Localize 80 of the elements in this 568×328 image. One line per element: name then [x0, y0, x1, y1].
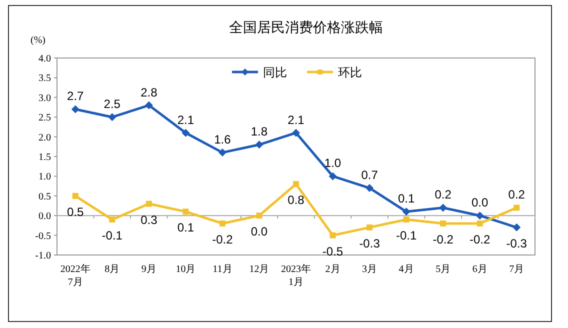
y-axis-title: (%)	[30, 35, 46, 46]
point	[182, 208, 189, 215]
chart-title: 全国居民消费价格涨跌幅	[229, 19, 383, 35]
y-tick-label: 0.5	[38, 191, 51, 202]
point	[476, 220, 483, 226]
y-tick-label: 4.0	[38, 54, 51, 64]
y-tick-label: 1.0	[38, 172, 51, 183]
data-label: 0.1	[177, 220, 194, 235]
x-tick-label: 11月	[212, 264, 232, 275]
point	[292, 128, 300, 137]
y-tick-label: 3.5	[38, 73, 51, 84]
data-label: -0.2	[470, 232, 491, 246]
data-label: 1.8	[250, 124, 268, 139]
y-tick-label: 2.5	[38, 112, 51, 124]
x-tick-label: 9月	[141, 264, 156, 275]
x-tick-label: 2月	[325, 264, 340, 275]
point	[403, 216, 410, 223]
x-tick-label: 4月	[398, 264, 414, 275]
data-label: -0.1	[102, 228, 123, 243]
data-label: 0.1	[398, 192, 415, 206]
point	[440, 220, 446, 226]
x-tick-label: 12月	[249, 264, 270, 275]
data-label: -0.1	[396, 228, 417, 243]
point	[512, 223, 521, 232]
point	[71, 105, 80, 114]
data-label: -0.5	[322, 244, 344, 258]
point	[218, 148, 226, 157]
y-tick-label: 3.0	[38, 92, 51, 104]
data-label: -0.3	[506, 236, 528, 250]
point	[514, 204, 520, 211]
point	[366, 184, 374, 192]
point	[328, 172, 337, 180]
y-tick-label: -0.5	[35, 230, 51, 242]
point	[146, 200, 152, 207]
point	[293, 181, 299, 188]
point	[255, 140, 264, 149]
data-label: -0.2	[212, 232, 234, 246]
x-tick-label: 8月	[104, 264, 120, 275]
point	[72, 192, 78, 199]
legend-label: 同比	[263, 66, 287, 80]
x-tick-label: 7月	[509, 264, 524, 275]
point	[182, 128, 190, 137]
y-tick-label: -1.0	[35, 250, 51, 262]
point	[366, 224, 373, 230]
point	[256, 212, 262, 219]
data-label: 2.1	[177, 112, 194, 127]
data-label: 2.8	[140, 85, 158, 100]
point	[330, 232, 336, 238]
data-label: 2.1	[288, 112, 305, 127]
data-label: 0.7	[361, 168, 378, 182]
data-label: 0.0	[250, 224, 268, 239]
data-label: 1.6	[214, 132, 232, 147]
data-label: 0.0	[472, 196, 489, 210]
x-tick-label: 2022年 7月	[60, 263, 90, 288]
x-tick-label: 5月	[436, 264, 451, 275]
y-tick-label: 1.5	[38, 152, 51, 163]
point	[439, 204, 448, 212]
y-tick-label: 0.0	[38, 211, 51, 222]
data-label: 0.3	[140, 212, 158, 227]
point	[109, 216, 116, 223]
data-label: 0.2	[434, 188, 452, 202]
x-tick-label: 10月	[176, 264, 196, 275]
data-label: 2.7	[67, 89, 84, 104]
data-label: 0.8	[288, 193, 305, 208]
data-label: 1.0	[324, 156, 342, 170]
point	[108, 113, 116, 122]
point	[144, 101, 153, 110]
legend-label: 环比	[338, 66, 362, 80]
x-tick-label: 6月	[472, 264, 488, 275]
x-tick-label: 3月	[362, 264, 378, 275]
data-label: 2.5	[104, 97, 121, 112]
point	[402, 208, 410, 216]
point	[219, 220, 226, 226]
data-label: -0.2	[432, 232, 454, 246]
x-tick-label: 2023年 1月	[281, 263, 311, 288]
data-label: 0.2	[508, 188, 526, 202]
point	[476, 212, 484, 220]
data-label: 0.5	[67, 204, 84, 219]
data-label: -0.3	[359, 236, 380, 250]
y-tick-label: 2.0	[38, 132, 51, 144]
